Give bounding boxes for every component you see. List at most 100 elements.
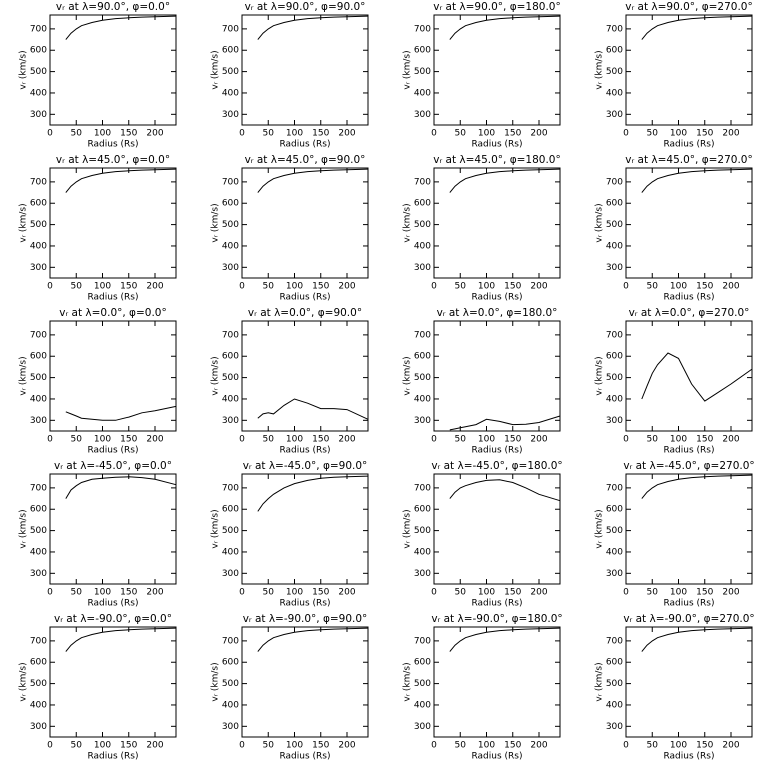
x-tick-label: 50 [71, 282, 83, 292]
y-tick-label: 300 [414, 569, 431, 579]
x-tick-label: 0 [239, 129, 245, 139]
y-tick-label: 600 [30, 46, 47, 56]
data-line [449, 168, 561, 193]
plot-frame [49, 473, 177, 585]
y-tick-label: 400 [606, 88, 623, 98]
x-tick-label: 50 [647, 588, 659, 598]
plot-frame [241, 14, 369, 126]
y-axis-label: vᵣ (km/s) [403, 509, 413, 548]
y-tick-label: 700 [414, 636, 431, 646]
x-tick-label: 100 [478, 741, 495, 751]
x-tick-label: 100 [94, 741, 111, 751]
y-tick-label: 400 [606, 700, 623, 710]
y-tick-label: 300 [414, 263, 431, 273]
plot-frame [625, 14, 753, 126]
y-tick-label: 600 [414, 658, 431, 668]
y-tick-label: 400 [222, 700, 239, 710]
panel: vᵣ at λ=0.0°, φ=0.0° Radius (Rs) vᵣ (km/s)… [19, 307, 177, 456]
x-tick-label: 100 [286, 282, 303, 292]
plot-frame [49, 14, 177, 126]
y-tick-label: 400 [222, 241, 239, 251]
y-tick-label: 300 [30, 569, 47, 579]
panel-title: vᵣ at λ=45.0°, φ=180.0° [433, 154, 561, 166]
data-line [257, 475, 369, 512]
x-tick-label: 50 [455, 435, 467, 445]
plot-frame [241, 320, 369, 432]
y-tick-label: 600 [414, 46, 431, 56]
y-tick-label: 300 [414, 110, 431, 120]
x-tick-label: 50 [455, 588, 467, 598]
y-axis-label: vᵣ (km/s) [403, 50, 413, 89]
x-tick-label: 0 [47, 588, 53, 598]
y-tick-label: 500 [222, 220, 239, 230]
x-tick-label: 100 [286, 588, 303, 598]
panel: vᵣ at λ=0.0°, φ=180.0° Radius (Rs) vᵣ (km/… [403, 307, 561, 456]
y-axis-label: vᵣ (km/s) [211, 662, 221, 701]
plot-frame [625, 320, 753, 432]
y-tick-label: 700 [222, 330, 239, 340]
x-tick-label: 200 [146, 741, 163, 751]
x-tick-label: 0 [431, 129, 437, 139]
y-tick-label: 300 [606, 110, 623, 120]
y-tick-label: 700 [30, 483, 47, 493]
x-tick-label: 0 [623, 588, 629, 598]
x-tick-label: 0 [239, 435, 245, 445]
data-line [257, 627, 369, 652]
y-tick-label: 300 [606, 569, 623, 579]
y-axis-label: vᵣ (km/s) [211, 509, 221, 548]
x-tick-label: 200 [146, 129, 163, 139]
x-tick-label: 200 [338, 282, 355, 292]
x-tick-label: 100 [670, 435, 687, 445]
y-tick-label: 300 [414, 722, 431, 732]
data-line [641, 352, 753, 402]
y-axis-label: vᵣ (km/s) [19, 662, 29, 701]
x-tick-label: 100 [670, 588, 687, 598]
y-tick-label: 600 [414, 199, 431, 209]
x-tick-label: 150 [312, 741, 329, 751]
y-tick-label: 700 [414, 177, 431, 187]
x-tick-label: 150 [504, 741, 521, 751]
y-tick-label: 600 [222, 199, 239, 209]
y-tick-label: 300 [222, 722, 239, 732]
x-tick-label: 50 [263, 282, 275, 292]
x-axis-label: Radius (Rs) [279, 293, 330, 303]
y-tick-label: 500 [606, 373, 623, 383]
y-axis-label: vᵣ (km/s) [211, 203, 221, 242]
data-line [65, 168, 177, 193]
x-tick-label: 50 [647, 129, 659, 139]
data-line [641, 474, 753, 499]
y-tick-label: 400 [414, 547, 431, 557]
x-axis-label: Radius (Rs) [471, 293, 522, 303]
x-axis-label: Radius (Rs) [663, 140, 714, 150]
x-tick-label: 200 [722, 435, 739, 445]
y-tick-label: 600 [30, 505, 47, 515]
panel: vᵣ at λ=90.0°, φ=0.0° Radius (Rs) vᵣ (km/s… [19, 1, 177, 150]
x-tick-label: 100 [670, 129, 687, 139]
y-tick-label: 300 [222, 263, 239, 273]
plot-frame [433, 167, 561, 279]
x-tick-label: 150 [120, 741, 137, 751]
plot-frame [49, 320, 177, 432]
x-tick-label: 0 [239, 282, 245, 292]
y-tick-label: 400 [414, 394, 431, 404]
y-tick-label: 700 [222, 483, 239, 493]
y-tick-label: 300 [30, 416, 47, 426]
x-tick-label: 50 [263, 588, 275, 598]
x-tick-label: 150 [504, 588, 521, 598]
panel-title: vᵣ at λ=90.0°, φ=270.0° [625, 1, 753, 13]
x-tick-label: 200 [530, 741, 547, 751]
plot-frame [433, 626, 561, 738]
y-axis-label: vᵣ (km/s) [403, 356, 413, 395]
y-tick-label: 700 [606, 483, 623, 493]
x-tick-label: 150 [312, 588, 329, 598]
y-axis-label: vᵣ (km/s) [211, 356, 221, 395]
panel-title: vᵣ at λ=90.0°, φ=90.0° [245, 1, 366, 13]
x-tick-label: 50 [647, 741, 659, 751]
data-line [641, 168, 753, 193]
y-axis-label: vᵣ (km/s) [19, 356, 29, 395]
y-tick-label: 500 [30, 373, 47, 383]
y-tick-label: 700 [414, 483, 431, 493]
plot-frame [241, 167, 369, 279]
y-tick-label: 500 [30, 67, 47, 77]
data-line [65, 405, 177, 421]
